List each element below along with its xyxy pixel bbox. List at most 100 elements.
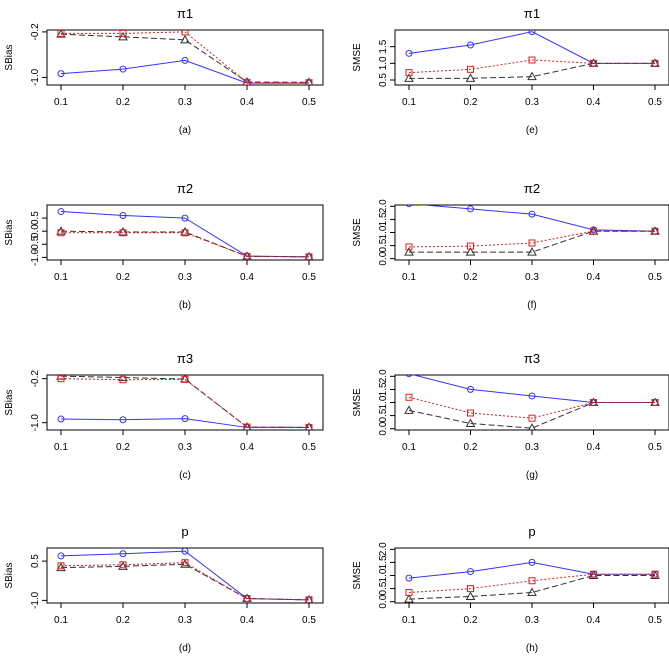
data-point-square (467, 585, 474, 593)
panel-caption: (g) (526, 470, 538, 481)
series-line-triangle (60, 230, 310, 258)
x-tick-label: 0.2 (464, 272, 478, 283)
series-line-triangle (409, 230, 655, 253)
data-point-square (181, 30, 189, 36)
data-point-square (590, 227, 597, 235)
y-axis-label: SBias (4, 44, 15, 70)
data-point-square (181, 229, 189, 237)
series-line-triangle (408, 575, 655, 600)
series-group (56, 375, 314, 430)
y-tick-label: 2.0 (378, 369, 389, 383)
data-point-square (119, 376, 127, 384)
y-tick-label: 0.0 (378, 594, 389, 608)
x-tick-label: 0.2 (116, 442, 130, 453)
data-point-square (305, 596, 313, 603)
data-point-triangle (180, 559, 190, 568)
y-tick-label: 1.5 (378, 382, 389, 396)
series-line-triangle (60, 375, 310, 428)
plot-frame (46, 547, 324, 604)
y-tick-label: 0.5 (378, 408, 389, 422)
data-point-square (467, 65, 474, 73)
x-tick-label: 0.3 (525, 97, 539, 108)
data-point-circle (528, 210, 536, 218)
x-tick-label: 0.4 (240, 97, 254, 108)
x-tick-label: 0.3 (525, 272, 539, 283)
y-tick-label: -1.0 (30, 591, 41, 609)
x-tick-label: 0.5 (648, 97, 662, 108)
data-point-square (528, 414, 536, 422)
y-tick-label: 0.0 (378, 251, 389, 265)
series-line-circle (60, 550, 310, 601)
series-line-square (408, 59, 655, 74)
data-point-circle (181, 548, 189, 555)
series-group (404, 558, 660, 603)
x-tick-label: 0.4 (587, 442, 601, 453)
y-tick-label: 2.0 (378, 542, 389, 556)
series-line-square (61, 232, 310, 258)
data-point-triangle (404, 405, 414, 414)
data-point-square (181, 559, 189, 567)
x-tick-label: 0.2 (464, 97, 478, 108)
data-point-square (590, 59, 597, 67)
data-point-square (528, 56, 536, 64)
y-tick-label: 1.5 (378, 39, 389, 53)
data-point-triangle (118, 561, 128, 570)
panel-caption: (b) (179, 300, 191, 311)
y-axis-label: SMSE (352, 43, 363, 72)
y-tick-label: 2.0 (378, 199, 389, 213)
panel-caption: (h) (526, 643, 538, 654)
series-line-square (60, 562, 310, 601)
y-axis-label: SBias (4, 389, 15, 415)
x-tick-label: 0.1 (402, 615, 416, 626)
y-tick-label: 1.5 (378, 212, 389, 226)
x-tick-label: 0.4 (587, 97, 601, 108)
y-tick-label: 1.5 (378, 555, 389, 569)
data-point-square (528, 577, 536, 585)
data-point-square (119, 30, 127, 37)
data-point-triangle (650, 570, 660, 579)
data-point-circle (181, 56, 189, 64)
x-tick-label: 0.4 (587, 615, 601, 626)
series-line-triangle (409, 62, 655, 79)
data-point-triangle (304, 77, 314, 85)
data-point-square (57, 229, 65, 237)
data-point-triangle (404, 594, 414, 603)
data-point-square (305, 79, 313, 85)
data-point-triangle (528, 423, 536, 430)
x-tick-label: 0.1 (402, 272, 416, 283)
series-line-square (60, 378, 310, 428)
data-point-triangle (304, 422, 314, 430)
x-tick-label: 0.1 (54, 615, 68, 626)
x-tick-label: 0.5 (648, 272, 662, 283)
x-tick-label: 0.2 (116, 615, 130, 626)
data-point-triangle (527, 247, 537, 256)
data-point-triangle (404, 73, 414, 82)
y-tick-label: 1.0 (378, 568, 389, 582)
panel-title: p (528, 524, 535, 539)
x-tick-label: 0.5 (302, 97, 316, 108)
y-axis-label: SMSE (352, 388, 363, 417)
series-line-circle (60, 211, 310, 258)
data-point-square (651, 59, 659, 67)
series-group (56, 548, 314, 603)
data-point-circle (119, 550, 127, 558)
data-point-circle (181, 415, 189, 423)
data-point-circle (119, 211, 127, 219)
data-point-circle (467, 568, 474, 576)
data-point-circle (405, 574, 413, 582)
data-point-circle (405, 49, 413, 57)
data-point-triangle (465, 418, 476, 427)
data-point-square (405, 393, 413, 401)
panel-caption: (c) (179, 470, 191, 481)
data-point-circle (57, 70, 65, 78)
series-line-triangle (60, 33, 310, 83)
series-line-triangle (60, 563, 310, 601)
y-tick-label: 1.0 (378, 225, 389, 239)
data-point-square (467, 242, 474, 250)
panel-caption: (e) (526, 125, 538, 136)
y-tick-label: -0.2 (30, 370, 41, 388)
data-point-square (467, 409, 474, 417)
